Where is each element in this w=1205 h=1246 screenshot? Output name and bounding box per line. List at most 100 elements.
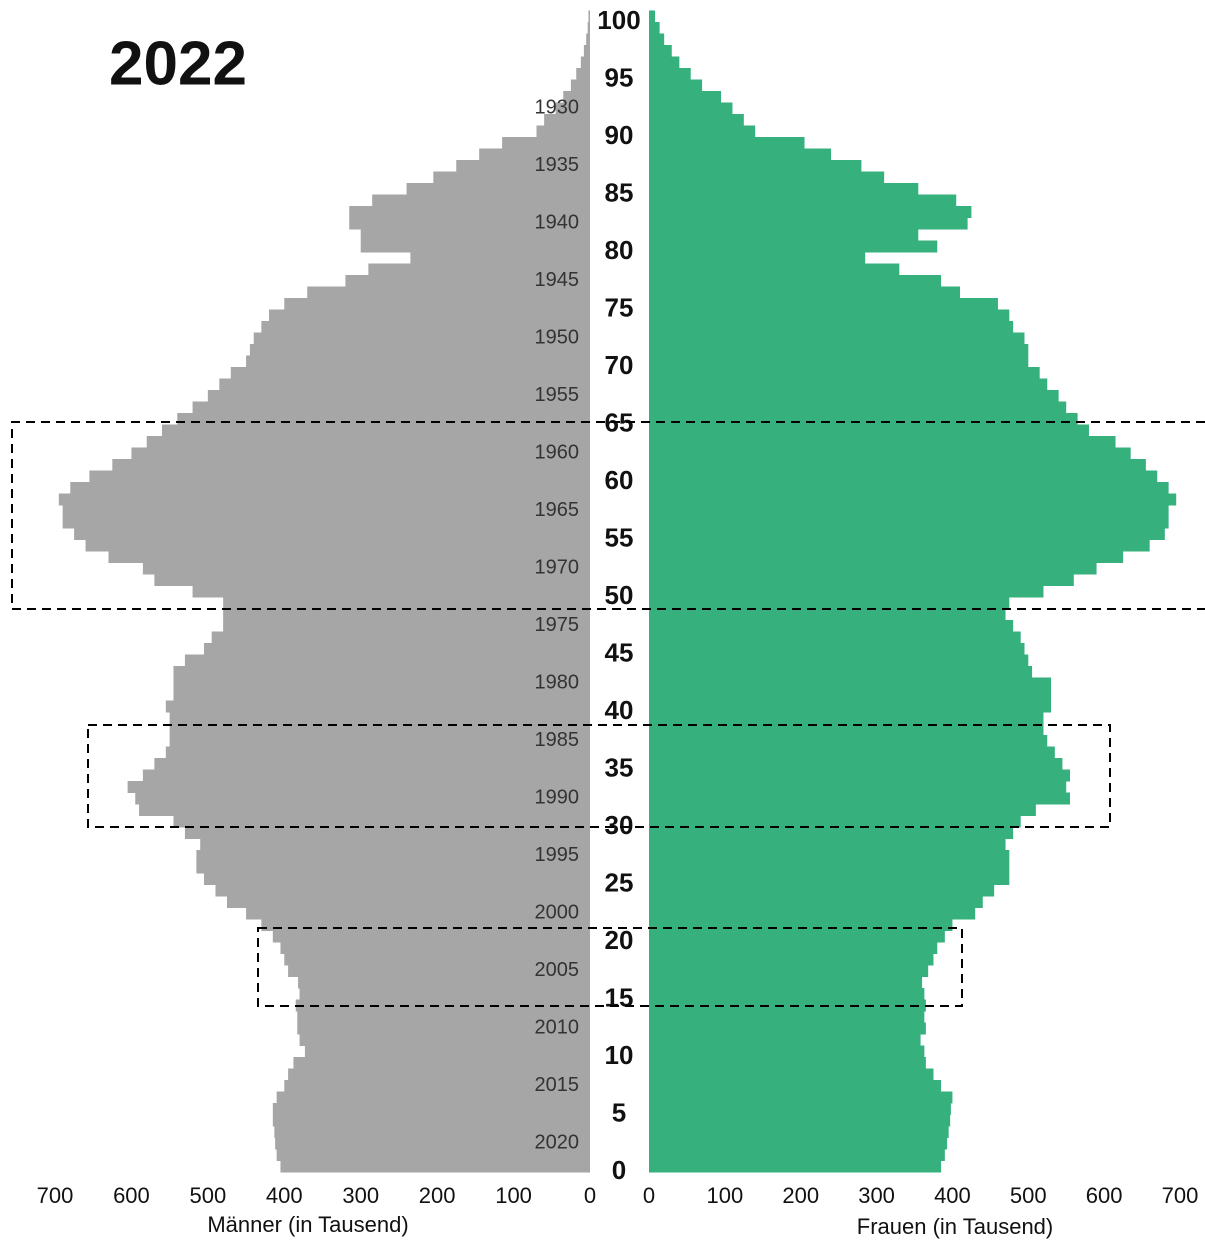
bars (58, 10, 1177, 1173)
birth-year-label: 1960 (535, 442, 580, 464)
bar (649, 861, 1010, 874)
bar (583, 45, 590, 57)
x-axis-label: Männer (in Tausend) (207, 1212, 408, 1237)
birth-year-label: 2000 (535, 902, 580, 924)
bar (272, 1103, 590, 1115)
x-tick-label: 200 (782, 1183, 819, 1208)
bar (204, 643, 591, 655)
birth-year-label: 1940 (535, 212, 580, 234)
bar (649, 850, 1010, 862)
bar (184, 654, 590, 667)
bar (261, 321, 590, 333)
bar (345, 275, 590, 287)
bar (649, 1011, 925, 1023)
y-tick-label: 55 (605, 522, 634, 552)
bar (211, 631, 590, 644)
bar (649, 413, 1078, 425)
bar (649, 424, 1089, 437)
bar (502, 137, 590, 149)
bar (360, 229, 590, 241)
bar (272, 930, 590, 943)
bar (349, 217, 590, 230)
bar (204, 873, 591, 885)
bar (406, 183, 590, 195)
bar (649, 700, 1052, 713)
bar (127, 781, 590, 793)
bar (649, 884, 995, 897)
bar (649, 1045, 925, 1058)
bar (649, 942, 938, 954)
bar (165, 700, 591, 713)
birth-year-label: 1935 (535, 154, 580, 176)
bar (649, 137, 805, 149)
x-tick-label: 0 (584, 1183, 596, 1208)
bar (280, 1160, 590, 1173)
bar (649, 263, 900, 276)
x-tick-label: 300 (342, 1183, 379, 1208)
bar (649, 988, 925, 1000)
bar (649, 597, 1010, 609)
bar (649, 1114, 951, 1127)
bar (288, 1068, 590, 1081)
bar (649, 56, 680, 69)
bar (649, 102, 733, 115)
birth-year-label: 1950 (535, 327, 580, 349)
x-tick-label: 600 (1086, 1183, 1123, 1208)
x-tick-label: 700 (37, 1183, 74, 1208)
y-tick-label: 50 (605, 580, 634, 610)
y-tick-label: 0 (612, 1155, 626, 1185)
bar (649, 758, 1063, 770)
x-tick-label: 400 (934, 1183, 971, 1208)
bar (649, 344, 1029, 356)
bar (280, 942, 590, 954)
bar (246, 907, 591, 920)
bar (226, 896, 590, 908)
bar (649, 114, 744, 126)
bar (649, 171, 885, 184)
bar (249, 344, 590, 356)
bar (108, 551, 590, 563)
bar (173, 689, 590, 701)
bar (85, 539, 591, 552)
bar (649, 792, 1071, 805)
bar (261, 919, 590, 931)
y-tick-label: 80 (605, 235, 634, 265)
y-tick-label: 45 (605, 637, 634, 667)
y-tick-label: 10 (605, 1040, 634, 1070)
chart-title: 2022 (109, 29, 247, 98)
bar (360, 240, 590, 253)
bar (580, 56, 590, 69)
birth-year-label: 1970 (535, 557, 580, 579)
bar (196, 861, 590, 874)
bar (649, 735, 1048, 747)
bar (154, 758, 590, 770)
bar (223, 597, 590, 609)
x-axis-label: Frauen (in Tausend) (857, 1214, 1054, 1239)
bar (649, 45, 672, 57)
x-tick-label: 0 (643, 1183, 655, 1208)
bar (649, 643, 1025, 655)
birth-year-label: 1980 (535, 672, 580, 694)
highlight-box (257, 927, 963, 1007)
birth-year-label: 1955 (535, 384, 580, 406)
bar (649, 1149, 945, 1161)
bar (276, 1091, 590, 1104)
bar (299, 988, 590, 1000)
x-tick-label: 200 (419, 1183, 456, 1208)
x-tick-label: 500 (1010, 1183, 1047, 1208)
y-tick-label: 40 (605, 695, 634, 725)
bar (649, 666, 1033, 678)
bar (649, 1160, 942, 1173)
bar (576, 68, 590, 80)
bar (295, 999, 590, 1012)
bar (142, 562, 590, 575)
bar (570, 79, 590, 92)
bar (74, 528, 591, 540)
bar (649, 390, 1059, 402)
bar (433, 171, 590, 184)
bar (649, 505, 1169, 517)
bar (275, 1137, 590, 1150)
bar (142, 769, 590, 782)
bar (649, 1126, 949, 1138)
bar (649, 160, 862, 172)
